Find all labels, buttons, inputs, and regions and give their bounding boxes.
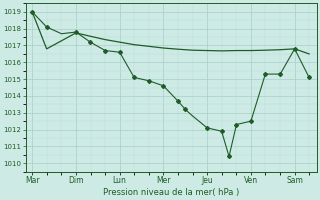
X-axis label: Pression niveau de la mer( hPa ): Pression niveau de la mer( hPa ): [103, 188, 239, 197]
